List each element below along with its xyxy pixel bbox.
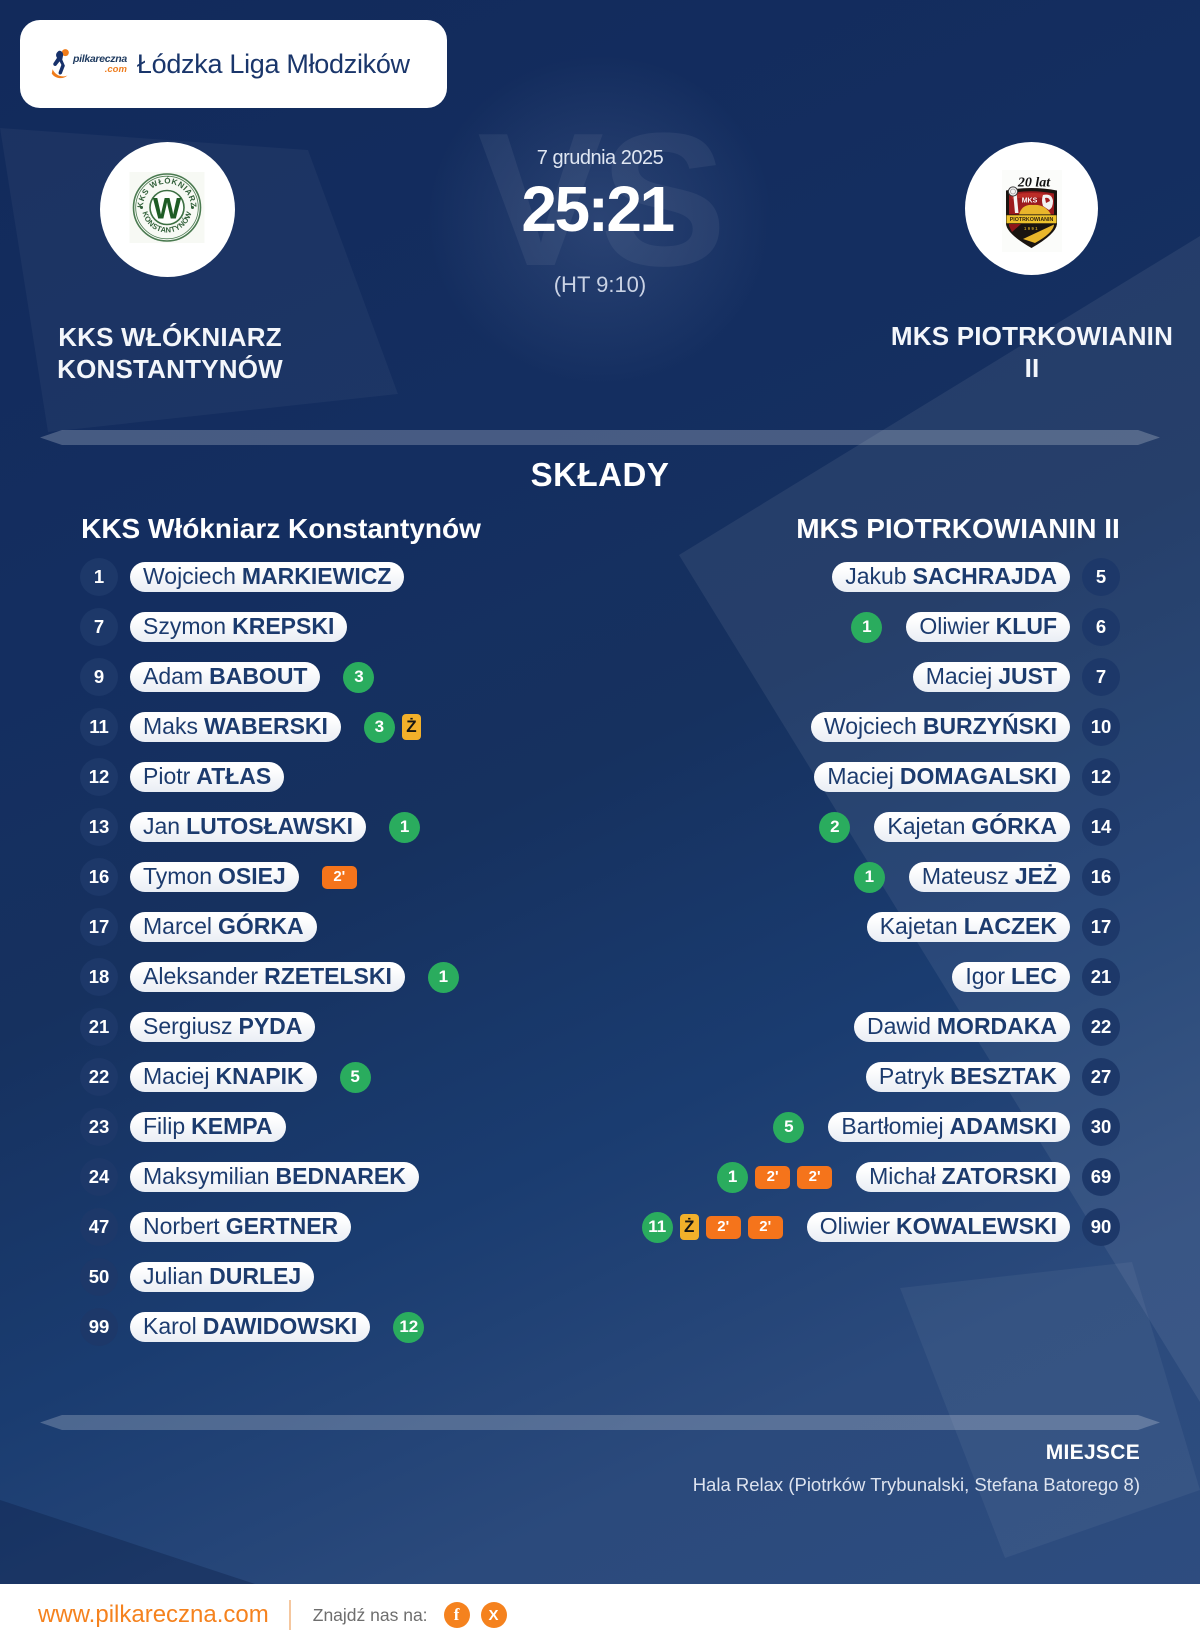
svg-text:W: W (153, 193, 182, 226)
svg-text:20 lat: 20 lat (1017, 176, 1051, 191)
svg-text:MKS: MKS (1022, 198, 1038, 205)
svg-text:1991: 1991 (1024, 226, 1039, 231)
svg-text:PIOTRKOWIANIN: PIOTRKOWIANIN (1010, 217, 1054, 223)
